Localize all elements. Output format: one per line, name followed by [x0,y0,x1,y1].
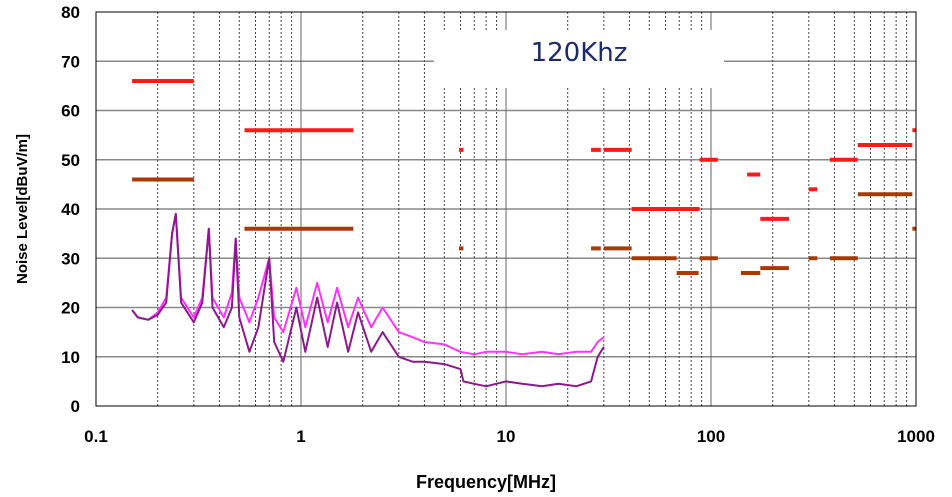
y-tick-label: 20 [61,299,80,318]
x-tick-label: 1 [296,427,305,446]
x-tick-label: 0.1 [84,427,108,446]
y-tick-label: 70 [61,52,80,71]
data-series [131,212,605,388]
x-tick-label: 1000 [897,427,935,446]
y-tick-label: 50 [61,151,80,170]
plot-frame [95,11,917,407]
annotation-box [434,30,724,88]
y-tick-label: 10 [61,348,80,367]
y-tick-label: 30 [61,249,80,268]
y-tick-label: 0 [71,397,80,416]
grid [96,12,916,406]
x-tick-labels: 0.1 1 10 100 1000 [84,427,935,446]
y-tick-labels: 0 10 20 30 40 50 60 70 80 [61,3,80,416]
y-tick-label: 60 [61,102,80,121]
y-axis-label: Noise Level[dBuV/m] [14,134,31,284]
x-tick-label: 10 [497,427,516,446]
x-tick-label: 100 [697,427,725,446]
y-tick-label: 80 [61,3,80,22]
limit-lines [132,78,916,276]
annotation-label: 120Khz [530,38,628,68]
y-tick-label: 40 [61,200,80,219]
trace-purple [131,212,605,388]
x-axis-label: Frequency[MHz] [416,472,556,492]
trace-magenta [131,212,605,356]
